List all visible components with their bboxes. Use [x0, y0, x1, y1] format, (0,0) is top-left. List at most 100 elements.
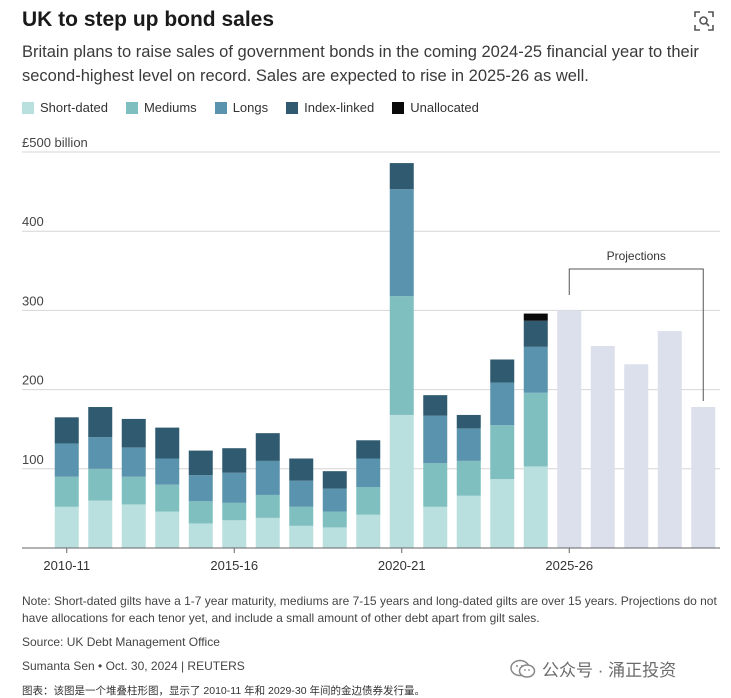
bar-segment-mediums	[54, 476, 79, 507]
projection-bar	[590, 346, 615, 548]
bar-segment-mediums	[121, 476, 146, 505]
bar-segment-mediums	[490, 425, 515, 480]
bar-segment-mediums	[289, 506, 314, 526]
bar-segment-index-linked	[255, 433, 280, 461]
x-tick-label: 2015-16	[210, 558, 258, 573]
y-tick-label: 400	[22, 214, 44, 229]
bar-segment-longs	[255, 460, 280, 495]
bar-segment-index-linked	[322, 471, 347, 489]
bar-segment-mediums	[389, 296, 414, 415]
bar-segment-longs	[490, 382, 515, 426]
projections-annotation: Projections	[607, 249, 666, 263]
bar-segment-index-linked	[423, 395, 448, 416]
bar-segment-mediums	[155, 484, 180, 512]
legend-label: Index-linked	[304, 100, 375, 115]
bar-segment-index-linked	[490, 359, 515, 383]
bar-segment-mediums	[188, 501, 213, 524]
bar-segment-longs	[456, 428, 481, 461]
bar-segment-short-dated	[490, 479, 515, 548]
stacked-bar-chart: 100 200 300 400 £500 billion 2010-11 2015-16 20…	[22, 135, 720, 573]
chart-byline: Sumanta Sen • Oct. 30, 2024 | REUTERS	[22, 659, 245, 673]
bar-segment-short-dated	[523, 466, 548, 548]
legend-label: Unallocated	[410, 100, 479, 115]
bar-segment-longs	[188, 475, 213, 502]
bar-segment-unallocated	[523, 313, 548, 321]
bar-segment-mediums	[322, 511, 347, 528]
image-caption: 图表：该图是一个堆叠柱形图，显示了 2010-11 年和 2029-30 年间的…	[22, 685, 425, 697]
y-tick-label: 300	[22, 293, 44, 308]
legend-item-longs: Longs	[214, 100, 269, 115]
bar-segment-mediums	[222, 502, 247, 521]
bar-segment-index-linked	[222, 448, 247, 473]
bar-segment-mediums	[356, 487, 381, 515]
bar-segment-short-dated	[222, 520, 247, 548]
bar-segment-mediums	[88, 468, 113, 501]
bar-segment-index-linked	[88, 407, 113, 438]
x-tick-label: 2020-21	[378, 558, 426, 573]
legend-item-mediums: Mediums	[125, 100, 197, 115]
bar-segment-short-dated	[389, 414, 414, 548]
bar-segment-index-linked	[523, 320, 548, 347]
bar-segment-longs	[423, 415, 448, 464]
projection-bar	[624, 364, 649, 548]
bar-segment-longs	[88, 437, 113, 469]
bar-segment-short-dated	[255, 517, 280, 548]
chart-title: UK to step up bond sales	[22, 8, 275, 31]
bar-segment-short-dated	[289, 525, 314, 548]
bar-segment-short-dated	[423, 506, 448, 548]
x-tick-label: 2010-11	[43, 558, 90, 573]
bar-segment-mediums	[456, 460, 481, 496]
legend-swatch	[392, 101, 405, 114]
bar-segment-index-linked	[155, 427, 180, 459]
legend-item-short-dated: Short-dated	[22, 100, 108, 115]
y-tick-label: 200	[22, 373, 44, 388]
projection-bar	[657, 330, 682, 548]
legend-item-unallocated: Unallocated	[392, 100, 479, 115]
bar-segment-short-dated	[456, 495, 481, 548]
bar-segment-longs	[356, 458, 381, 488]
bar-segment-mediums	[523, 392, 548, 467]
bar-segment-short-dated	[88, 500, 113, 548]
legend-swatch	[286, 101, 299, 114]
bar-segment-mediums	[423, 463, 448, 507]
bar-segment-longs	[322, 488, 347, 512]
legend-item-index-linked: Index-linked	[286, 100, 374, 115]
legend-swatch	[22, 101, 34, 114]
projections-bracket	[568, 268, 704, 401]
bar-segment-index-linked	[289, 458, 314, 481]
bar-segment-short-dated	[155, 511, 180, 548]
bar-segment-longs	[523, 346, 548, 393]
bar-segment-longs	[389, 189, 414, 297]
bar-segment-longs	[222, 472, 247, 503]
wechat-icon	[510, 659, 536, 678]
bar-segment-index-linked	[121, 418, 146, 448]
bar-segment-short-dated	[322, 527, 347, 548]
bar-segment-short-dated	[188, 523, 213, 548]
legend-label: Longs	[232, 100, 269, 115]
chart-legend: Short-dated Mediums Longs Index-linked U…	[22, 100, 497, 115]
bar-segment-index-linked	[356, 440, 381, 459]
bar-segment-longs	[155, 458, 180, 485]
bar-segment-longs	[54, 443, 79, 477]
chart-note: Note: Short-dated gilts have a 1-7 year …	[22, 594, 717, 625]
lens-search-icon[interactable]	[693, 10, 715, 32]
chart-source: Source: UK Debt Management Office	[22, 635, 220, 649]
bar-segment-longs	[289, 480, 314, 507]
bar-segment-mediums	[255, 494, 280, 518]
bar-segment-short-dated	[356, 514, 381, 548]
watermark: 公众号 · 涌正投资	[510, 656, 676, 681]
projection-bar	[691, 407, 716, 548]
watermark-text: 公众号 · 涌正投资	[542, 661, 677, 680]
legend-label: Mediums	[143, 100, 197, 115]
bar-segment-index-linked	[188, 450, 213, 476]
legend-swatch	[125, 101, 138, 114]
bar-segment-longs	[121, 447, 146, 477]
legend-label: Short-dated	[40, 100, 108, 115]
legend-swatch	[214, 101, 227, 114]
chart-subtitle: Britain plans to raise sales of governme…	[22, 43, 699, 85]
y-axis-label: £500 billion	[22, 135, 88, 150]
bar-segment-index-linked	[389, 163, 414, 190]
bar-segment-index-linked	[456, 414, 481, 429]
projection-bar	[557, 310, 582, 548]
bar-segment-short-dated	[121, 504, 146, 548]
